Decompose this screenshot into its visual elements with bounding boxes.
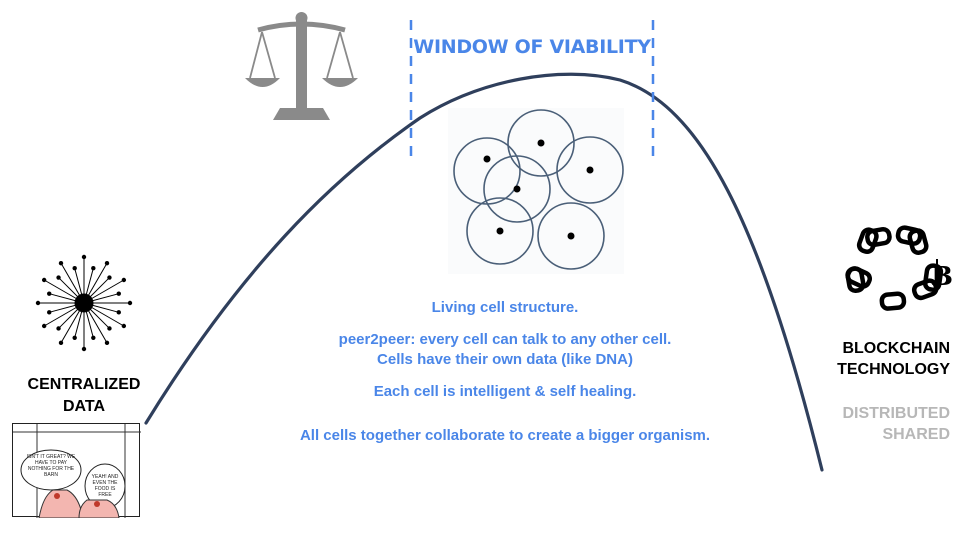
hub-node	[121, 277, 127, 283]
description-line-4: Each cell is intelligent & self healing.	[373, 383, 637, 400]
hub-node	[81, 346, 87, 352]
hub-node	[116, 310, 121, 315]
cell	[537, 202, 605, 270]
hub-node	[47, 291, 52, 296]
hub-node	[41, 323, 47, 329]
cell	[556, 136, 624, 204]
centralized-label-line-1: CENTRALIZED	[27, 376, 141, 393]
hub-node	[91, 335, 96, 340]
hub-node	[104, 340, 110, 346]
hub-node	[58, 260, 64, 266]
hub-node	[116, 291, 121, 296]
description-line-5: All cells together collaborate to create…	[299, 427, 711, 444]
description-line-1: Living cell structure.	[431, 299, 579, 316]
overlapping-cells-icon	[453, 109, 624, 270]
cell	[507, 109, 575, 177]
cell	[483, 155, 551, 223]
hub-node	[41, 277, 47, 283]
cell	[466, 197, 534, 265]
hub-node	[121, 323, 127, 329]
comic-bubble-2: YEAH! AND EVEN THE FOOD IS FREE	[91, 474, 119, 498]
hub-spokes-icon	[35, 254, 133, 352]
hub-node	[81, 254, 87, 260]
hub-node	[72, 335, 77, 340]
hub-node	[56, 275, 61, 280]
comic-bubble-1: ISN'T IT GREAT? WE HAVE TO PAY NOTHING F…	[26, 454, 76, 478]
description-line-2: peer2peer: every cell can talk to any ot…	[338, 331, 672, 348]
hub-node	[107, 326, 112, 331]
viability-curve	[144, 72, 824, 472]
description-line-3: Cells have their own data (like DNA)	[377, 351, 633, 368]
blockchain-label-line-1: BLOCKCHAIN	[842, 340, 950, 357]
barn-comic-image: ISN'T IT GREAT? WE HAVE TO PAY NOTHING F…	[12, 423, 141, 518]
hub-node	[72, 266, 77, 271]
hub-node	[58, 340, 64, 346]
hub-node	[56, 326, 61, 331]
chain-links-bitcoin-icon: B	[845, 225, 953, 311]
blockchain-label-line-2: TECHNOLOGY	[837, 361, 950, 378]
centralized-data-label: CENTRALIZED DATA	[0, 374, 168, 418]
distributed-shared-label: DISTRIBUTED SHARED	[810, 403, 950, 445]
hub-center	[74, 293, 94, 313]
blockchain-technology-label: BLOCKCHAIN TECHNOLOGY	[810, 338, 950, 380]
cells-backdrop	[448, 108, 624, 274]
centralized-label-line-2: DATA	[62, 398, 106, 415]
distributed-label-line-1: DISTRIBUTED	[842, 405, 950, 422]
balance-scale-icon	[245, 12, 358, 120]
window-of-viability-title: WINDOW OF VIABILITY	[413, 36, 651, 58]
hub-node	[104, 260, 110, 266]
hub-node	[35, 300, 41, 306]
cell-nuclei	[483, 139, 594, 240]
svg-text:B: B	[931, 262, 953, 292]
hub-node	[47, 310, 52, 315]
comic-drawing	[13, 424, 141, 518]
hub-node	[127, 300, 133, 306]
hub-node	[91, 266, 96, 271]
hub-node	[107, 275, 112, 280]
distributed-label-line-2: SHARED	[882, 426, 950, 443]
